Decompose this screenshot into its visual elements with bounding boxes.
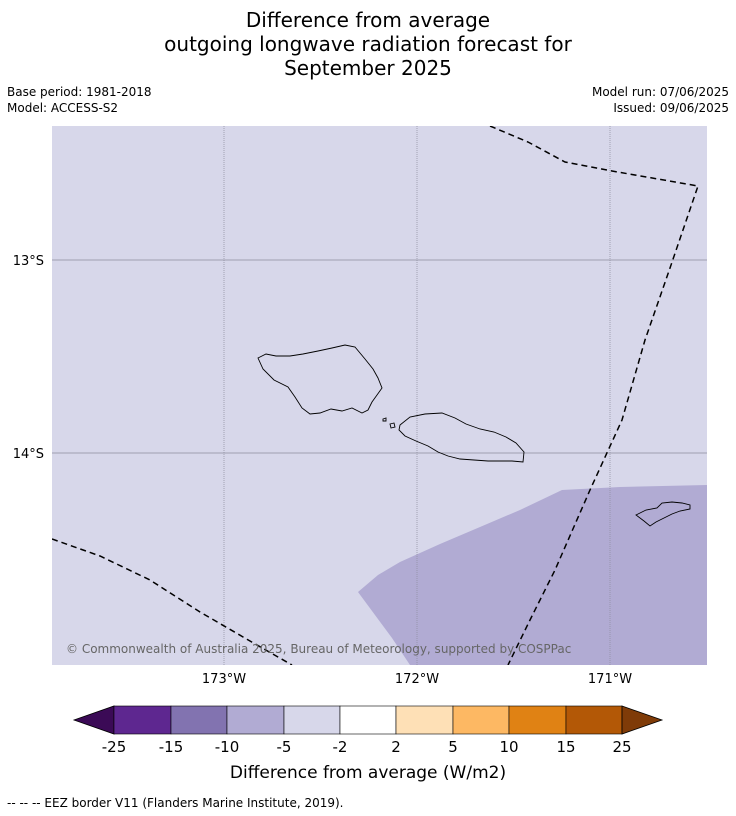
title-line-3: September 2025 — [284, 56, 452, 80]
meta-right: Model run: 07/06/2025 Issued: 09/06/2025 — [592, 84, 729, 116]
savaii-island — [257, 344, 383, 415]
colorbar: -25 -15 -10 -5 -2 2 5 10 15 25 Differenc… — [72, 705, 664, 783]
lon-label-173w: 173°W — [202, 672, 246, 687]
model-name: Model: ACCESS-S2 — [7, 101, 119, 115]
copyright-notice: © Commonwealth of Australia 2025, Bureau… — [66, 642, 571, 656]
colorbar-label: Difference from average (W/m2) — [230, 763, 506, 783]
axis-labels: 13°S 14°S 173°W 172°W 171°W — [13, 254, 633, 687]
colorbar-tick: -5 — [277, 738, 292, 756]
colorbar-segment — [113, 705, 172, 735]
lat-label-14s: 14°S — [13, 447, 44, 462]
chart-title: Difference from average outgoing longwav… — [0, 8, 736, 80]
title-line-2: outgoing longwave radiation forecast for — [164, 32, 572, 56]
colorbar-segment — [452, 705, 510, 735]
meta-left: Base period: 1981-2018 Model: ACCESS-S2 — [7, 84, 152, 116]
colorbar-tick: -25 — [102, 738, 127, 756]
base-period: Base period: 1981-2018 — [7, 85, 152, 99]
eez-footnote: -- -- -- EEZ border V11 (Flanders Marine… — [7, 796, 344, 810]
eez-border-north — [489, 126, 699, 665]
colorbar-tick: -15 — [159, 738, 184, 756]
colorbar-tick: 25 — [612, 738, 631, 756]
colorbar-tick: -10 — [215, 738, 240, 756]
lon-label-171w: 171°W — [588, 672, 632, 687]
colorbar-segment — [170, 705, 228, 735]
colorbar-tick: 15 — [556, 738, 575, 756]
eez-border-southwest — [52, 538, 293, 665]
anomaly-class-fill — [358, 485, 707, 665]
colorbar-segment — [565, 705, 623, 735]
graticule — [52, 126, 707, 665]
colorbar-tick: 2 — [391, 738, 401, 756]
colorbar-segment — [226, 705, 285, 735]
map-figure: © Commonwealth of Australia 2025, Bureau… — [13, 126, 707, 783]
colorbar-segment — [339, 705, 397, 735]
coastlines — [257, 344, 691, 527]
colorbar-tick: -2 — [333, 738, 348, 756]
map-panel: © Commonwealth of Australia 2025, Bureau… — [52, 126, 707, 665]
tutuila-island — [635, 501, 691, 527]
colorbar-segment — [395, 705, 454, 735]
lon-label-172w: 172°W — [395, 672, 439, 687]
apolima-islet — [382, 417, 387, 422]
colorbar-ticks: -25 -15 -10 -5 -2 2 5 10 15 25 — [102, 738, 632, 756]
model-run: Model run: 07/06/2025 — [591, 85, 729, 99]
lat-label-13s: 13°S — [13, 254, 44, 269]
colorbar-segment — [283, 705, 341, 735]
upolu-island — [398, 412, 525, 463]
colorbar-tick: 5 — [448, 738, 458, 756]
eez-borders — [52, 126, 699, 665]
issued-date: Issued: 09/06/2025 — [613, 101, 729, 115]
manono-islet — [389, 422, 396, 429]
title-line-1: Difference from average — [245, 8, 491, 32]
colorbar-segment — [508, 705, 567, 735]
colorbar-extend-low — [72, 705, 115, 735]
colorbar-extend-high — [621, 705, 664, 735]
colorbar-tick: 10 — [499, 738, 518, 756]
